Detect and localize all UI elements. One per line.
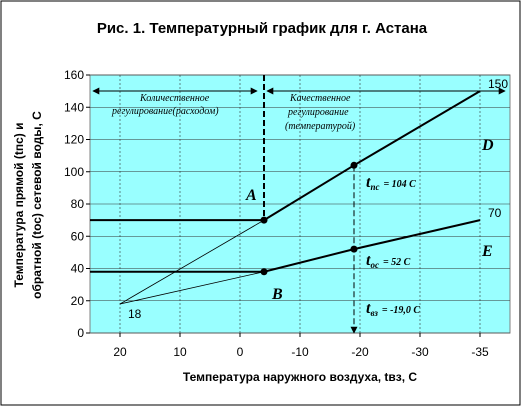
x-tick-label: -35 xyxy=(471,345,489,359)
t-subscript: пс xyxy=(370,182,379,192)
data-label: 70 xyxy=(488,206,502,220)
y-tick-label: 40 xyxy=(71,262,85,276)
data-label: 18 xyxy=(128,307,142,321)
region-label: (температурой) xyxy=(285,121,356,132)
t-label: tос = 52 С xyxy=(366,252,411,270)
point-label: E xyxy=(481,243,493,260)
t-subscript: ос xyxy=(370,260,379,270)
t-value: = -19,0 С xyxy=(382,305,421,316)
t-subscript: вз xyxy=(370,308,378,318)
series-line xyxy=(119,271,265,305)
point-label: D xyxy=(481,137,494,154)
t-symbol: t xyxy=(366,252,371,269)
region-label: Качественное xyxy=(289,93,351,104)
data-label: 150 xyxy=(488,77,508,91)
t-symbol: t xyxy=(366,300,371,317)
y-tick-label: 0 xyxy=(77,326,84,340)
t-value: = 52 С xyxy=(383,257,411,268)
point-label: B xyxy=(271,286,283,303)
y-tick-label: 140 xyxy=(64,100,84,114)
region-label: Количественное xyxy=(139,93,210,104)
x-tick-label: -20 xyxy=(351,345,369,359)
y-axis-title: Температура прямой (tпс) и xyxy=(12,123,26,288)
region-label: регулирование(расходом) xyxy=(111,106,219,117)
t-symbol: t xyxy=(366,174,371,191)
region-label: регулирование xyxy=(287,107,349,118)
x-tick-label: -30 xyxy=(411,345,429,359)
y-tick-label: 60 xyxy=(71,229,85,243)
y-tick-label: 20 xyxy=(71,294,85,308)
t-label: tвз = -19,0 С xyxy=(366,300,420,318)
x-tick-label: 20 xyxy=(113,345,127,359)
point-label: A xyxy=(245,187,257,204)
y-tick-label: 100 xyxy=(64,165,84,179)
y-axis-title: обратной (tос) сетевой воды, С xyxy=(30,111,44,299)
chart-title: Рис. 1. Температурный график для г. Аста… xyxy=(97,20,428,37)
y-tick-label: 120 xyxy=(64,133,84,147)
t-value: = 104 С xyxy=(383,179,416,190)
y-tick-label: 80 xyxy=(71,197,85,211)
y-tick-label: 160 xyxy=(64,68,84,82)
x-tick-label: -10 xyxy=(291,345,309,359)
series-line xyxy=(119,219,265,305)
x-axis-title: Температура наружного воздуха, tвз, С xyxy=(183,370,418,384)
x-tick-label: 0 xyxy=(237,345,244,359)
x-tick-label: 10 xyxy=(173,345,187,359)
t-label: tпс = 104 С xyxy=(366,174,416,192)
